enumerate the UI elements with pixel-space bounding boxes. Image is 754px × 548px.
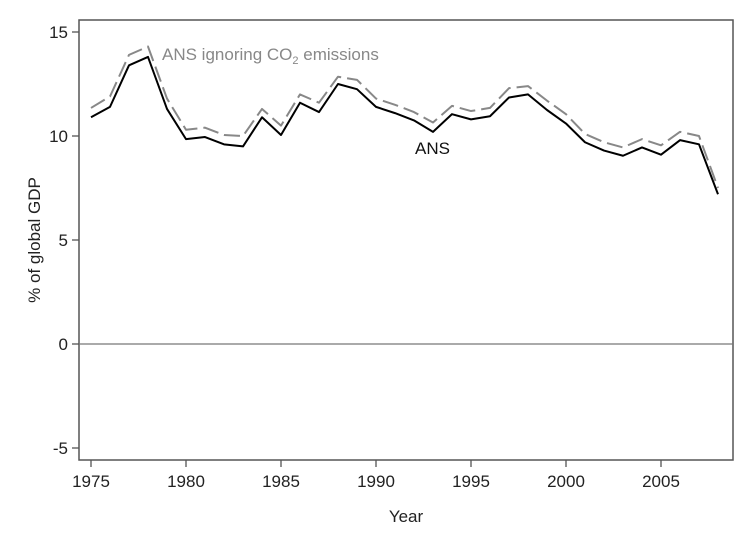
annotation-ans-ignoring-co2: ANS ignoring CO2 emissions [162,45,379,67]
y-tick-label: 5 [59,231,68,250]
x-tick-label: 1975 [72,472,110,491]
annotation-subscript: 2 [292,55,298,67]
x-axis-label: Year [389,507,424,526]
x-tick-label: 2000 [547,472,585,491]
y-tick-label: 0 [59,335,68,354]
series-line-ans-ignoring-co2 [90,45,719,189]
annotation-text-pre: ANS ignoring CO [162,45,292,64]
x-tick-label: 1990 [357,472,395,491]
y-tick-label: 15 [49,23,68,42]
plot-frame [78,19,734,461]
y-tick-label: -5 [53,439,68,458]
annotation-text-post: emissions [299,45,379,64]
x-tick-label: 2005 [642,472,680,491]
x-tick-label: 1980 [167,472,205,491]
series-line-ans [90,55,719,195]
y-axis-label: % of global GDP [25,177,44,303]
x-tick-label: 1985 [262,472,300,491]
x-tick-label: 1995 [452,472,490,491]
y-tick-label: 10 [49,127,68,146]
x-axis: 1975 1980 1985 1990 1995 2000 2005 [72,460,680,491]
annotation-ans: ANS [415,139,450,158]
series-lines [90,45,719,195]
y-axis: -5 0 5 10 15 [49,23,79,458]
